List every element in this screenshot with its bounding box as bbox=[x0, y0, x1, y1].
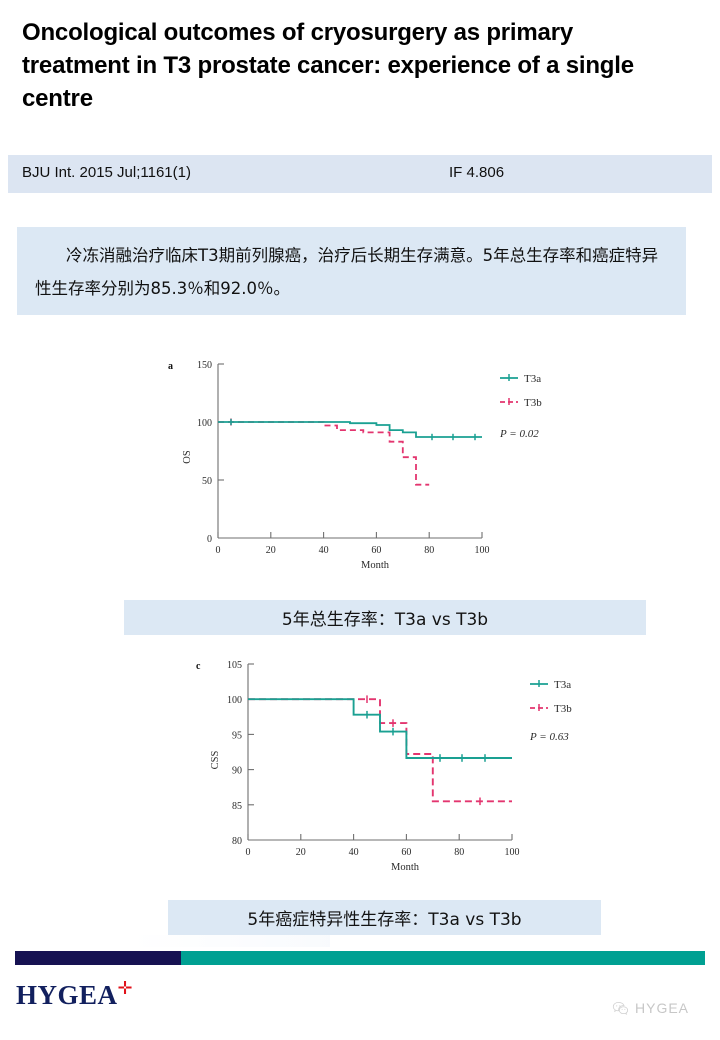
x-tick-label: 60 bbox=[401, 847, 411, 858]
legend-label-t3b: T3b bbox=[524, 397, 542, 409]
y-tick-label: 50 bbox=[202, 476, 212, 487]
caption-figure-c-text: 5年癌症特异性生存率：T3a vs T3b bbox=[247, 910, 522, 930]
x-tick-label: 20 bbox=[296, 847, 306, 858]
x-tick-label: 0 bbox=[216, 545, 221, 556]
x-tick-label: 80 bbox=[424, 545, 434, 556]
x-tick-label: 100 bbox=[475, 545, 490, 556]
chart-legend: T3a T3b bbox=[530, 679, 572, 715]
p-value-label: P = 0.63 bbox=[529, 731, 569, 743]
figure-overall-survival: a 150 100 50 0 0 20 40 60 80 100 bbox=[160, 352, 560, 594]
hygea-logo: HYGEA✛ bbox=[16, 978, 133, 1011]
summary-text: 冷冻消融治疗临床T3期前列腺癌，治疗后长期生存满意。5年总生存率和癌症特异性生存… bbox=[35, 246, 659, 298]
chart-os-svg: a 150 100 50 0 0 20 40 60 80 100 bbox=[168, 360, 542, 571]
caption-figure-a-text: 5年总生存率：T3a vs T3b bbox=[281, 610, 489, 630]
footer-ghost-stripe bbox=[130, 935, 330, 947]
y-tick-label: 90 bbox=[232, 766, 242, 777]
wechat-icon bbox=[612, 1001, 629, 1015]
x-tick-label: 60 bbox=[371, 545, 381, 556]
p-value-label: P = 0.02 bbox=[499, 428, 539, 440]
y-tick-label: 0 bbox=[207, 534, 212, 545]
footer-bar-teal bbox=[181, 951, 705, 965]
wechat-watermark: HYGEA bbox=[612, 1000, 689, 1016]
x-tick-label: 40 bbox=[349, 847, 359, 858]
y-axis-label: OS bbox=[182, 450, 193, 464]
legend-label-t3a: T3a bbox=[554, 679, 571, 691]
series-t3a-path bbox=[248, 698, 512, 759]
chart-legend: T3a T3b bbox=[500, 373, 542, 409]
caption-figure-c: 5年癌症特异性生存率：T3a vs T3b bbox=[168, 900, 601, 935]
x-tick-label: 40 bbox=[319, 545, 329, 556]
journal-impact-factor: IF 4.806 bbox=[449, 164, 505, 181]
watermark-label: HYGEA bbox=[635, 1000, 690, 1016]
series-t3b-path bbox=[248, 698, 512, 803]
legend-label-t3a: T3a bbox=[524, 373, 541, 385]
summary-box: 冷冻消融治疗临床T3期前列腺癌，治疗后长期生存满意。5年总生存率和癌症特异性生存… bbox=[17, 227, 686, 315]
caption-figure-a: 5年总生存率：T3a vs T3b bbox=[124, 600, 646, 635]
x-axis-label: Month bbox=[361, 560, 390, 571]
page-title: Oncological outcomes of cryosurgery as p… bbox=[22, 19, 634, 112]
legend-label-t3b: T3b bbox=[554, 703, 572, 715]
x-tick-label: 0 bbox=[246, 847, 251, 858]
journal-info-bar: BJU Int. 2015 Jul;1161(1) IF 4.806 bbox=[8, 155, 712, 193]
y-tick-label: 100 bbox=[227, 695, 242, 706]
panel-letter-a: a bbox=[168, 361, 173, 372]
medical-cross-icon: ✛ bbox=[117, 978, 134, 999]
y-tick-label: 150 bbox=[197, 360, 212, 371]
footer-bar-navy bbox=[15, 951, 181, 965]
panel-letter-c: c bbox=[196, 661, 201, 672]
y-tick-label: 85 bbox=[232, 801, 242, 812]
chart-css-svg: c 105 100 95 90 85 80 0 20 40 bbox=[196, 660, 572, 873]
series-t3a-path bbox=[218, 421, 482, 438]
hygea-logo-text: HYGEA bbox=[16, 980, 118, 1010]
y-axis-label: CSS bbox=[210, 751, 221, 770]
y-tick-label: 80 bbox=[232, 836, 242, 847]
y-tick-label: 100 bbox=[197, 418, 212, 429]
series-t3b-path bbox=[218, 421, 430, 486]
journal-citation: BJU Int. 2015 Jul;1161(1) bbox=[22, 164, 191, 181]
x-tick-label: 100 bbox=[505, 847, 520, 858]
x-tick-label: 80 bbox=[454, 847, 464, 858]
y-tick-label: 95 bbox=[232, 730, 242, 741]
y-tick-label: 105 bbox=[227, 660, 242, 671]
x-tick-label: 20 bbox=[266, 545, 276, 556]
figure-cancer-specific-survival: c 105 100 95 90 85 80 0 20 40 bbox=[190, 650, 590, 898]
x-axis-label: Month bbox=[391, 862, 420, 873]
